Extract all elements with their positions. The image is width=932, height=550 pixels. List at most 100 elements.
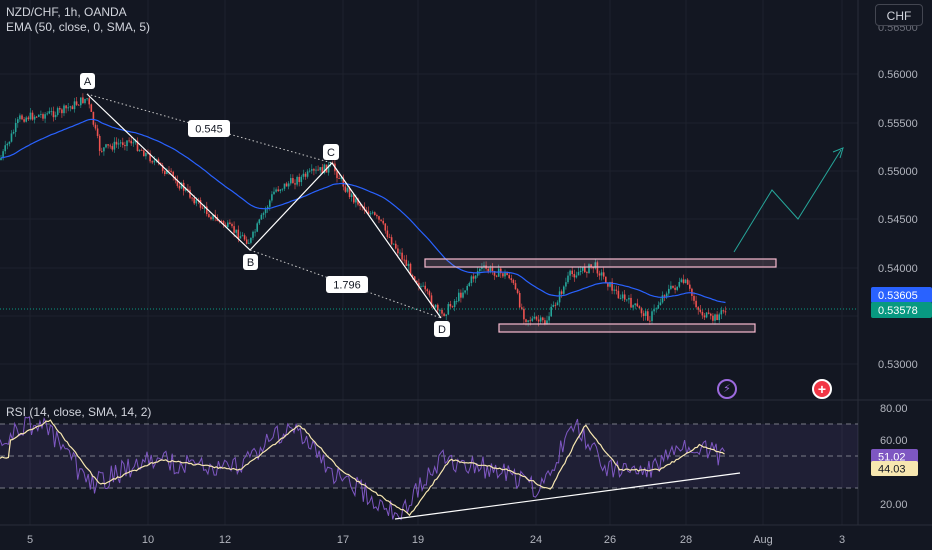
candle-body [327,164,330,173]
candle-body [483,265,485,267]
candle-body [689,284,691,289]
candle-body [636,303,639,307]
abcd-legs [86,93,442,319]
candle-body [281,188,284,190]
candle-body [65,105,67,109]
point-a-label: A [80,73,95,89]
candle-body [573,274,576,278]
currency-button[interactable]: CHF [875,4,923,26]
candle-body [56,108,59,115]
candle-body [416,280,418,283]
candle-body [588,264,590,274]
candle-body [684,279,687,283]
main-legend[interactable]: NZD/CHF, 1h, OANDA EMA (50, close, 0, SM… [6,5,150,35]
candle-body [720,310,723,315]
candle-body [124,144,126,147]
candle-body [119,142,122,144]
candle-body [260,214,263,220]
symbol-title[interactable]: NZD/CHF, 1h, OANDA [6,5,127,19]
candle-body [241,235,244,237]
candle-body [649,320,651,322]
candle-body [569,270,571,276]
candle-body [294,183,296,185]
bd-ratio-label: 1.796 [326,276,368,293]
svg-text:80.00: 80.00 [880,403,908,415]
candle-body [4,145,6,152]
candle-body [231,223,233,227]
candle-body [25,117,27,122]
flash-icon[interactable]: ⚡ [717,379,737,399]
candle-body [233,226,235,233]
candle-body [613,289,615,291]
candle-body [50,111,53,113]
rsi-line [0,416,725,521]
candle-body [563,286,565,294]
candle-body [428,291,431,296]
candle-body [273,191,275,195]
svg-text:12: 12 [219,534,231,546]
candle-body [552,304,555,307]
candle-body [250,237,252,243]
candle-body [493,271,496,276]
svg-text:0.53605: 0.53605 [878,290,918,302]
candle-body [632,305,634,308]
svg-text:44.03: 44.03 [878,464,906,476]
candle-body [575,275,578,278]
candle-body [365,210,368,212]
candle-body [21,115,23,120]
candle-body [718,314,720,321]
candle-body [514,283,517,290]
candle-body [533,316,536,319]
candle-body [153,160,156,163]
candle-body [279,189,282,191]
candle-body [449,304,452,307]
candle-body [111,146,114,150]
candle-body [48,111,51,114]
candle-body [411,275,414,277]
candle-body [296,176,298,185]
svg-text:5: 5 [27,534,33,546]
candle-body [161,165,164,171]
svg-text:B: B [247,257,254,269]
candle-body [168,169,170,171]
candle-body [258,219,261,224]
time-axis[interactable]: 5 10 12 17 19 24 26 28 Aug 3 [27,534,845,546]
rsi-trendline[interactable] [394,472,741,520]
resistance-zone[interactable] [424,258,777,268]
projection-path[interactable] [733,149,842,253]
candle-body [191,197,193,199]
candle-body [44,114,46,119]
candle-body [384,223,387,231]
svg-text:Aug: Aug [753,534,773,546]
rsi-legend[interactable]: RSI (14, close, SMA, 14, 2) [6,405,152,419]
candle-body [239,236,242,239]
candle-body [521,307,523,309]
candle-body [46,113,48,115]
candle-body [386,230,389,237]
candle-body [180,182,183,189]
candle-body [397,248,399,254]
candle-body [464,290,466,293]
candle-body [653,308,655,312]
candle-body [12,131,15,134]
candle-body [287,183,290,187]
candle-body [237,229,240,239]
candle-body [138,149,141,151]
candle-body [426,289,429,292]
candle-body [42,114,44,119]
rsi-ma-line [0,419,725,517]
candle-body [319,167,321,171]
candle-body [367,211,370,215]
candle-body [115,141,118,145]
candle-body [170,170,172,172]
candle-body [248,242,250,244]
svg-text:26: 26 [604,534,616,546]
candle-body [164,170,166,175]
support-zone[interactable] [498,323,756,333]
harmonic-pattern[interactable] [86,93,442,319]
ema-indicator-legend[interactable]: EMA (50, close, 0, SMA, 5) [6,20,151,34]
plus-icon[interactable]: + [812,379,832,399]
candle-body [455,301,458,302]
price-axis[interactable]: 0.56500 0.56000 0.55500 0.55000 0.54500 … [878,22,918,371]
